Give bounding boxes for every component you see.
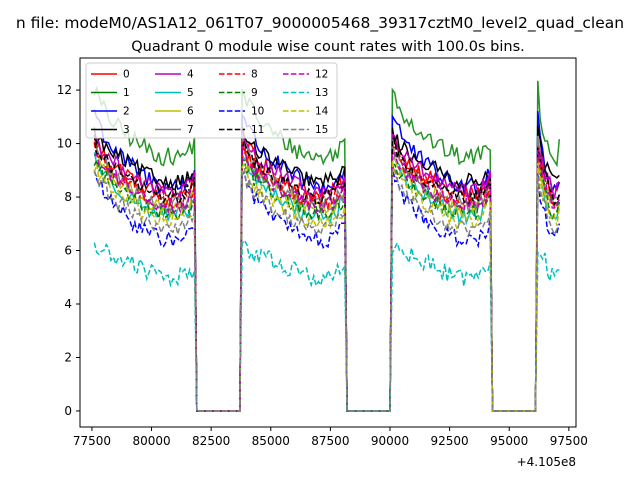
- legend-label-0: 0: [123, 69, 130, 81]
- y-tick-label: 10: [57, 137, 72, 151]
- legend-label-14: 14: [315, 106, 329, 118]
- y-tick-label: 6: [64, 244, 72, 258]
- legend-label-4: 4: [187, 69, 194, 81]
- x-tick-label: 92500: [431, 434, 469, 448]
- plot-frame: [79, 57, 577, 428]
- y-tick-label: 4: [64, 297, 72, 311]
- x-tick-label: 85000: [252, 434, 290, 448]
- y-tick-label: 12: [57, 83, 72, 97]
- legend-label-8: 8: [251, 69, 258, 81]
- legend-label-1: 1: [123, 87, 130, 99]
- y-tick-label: 0: [64, 404, 72, 418]
- series-line-4: [93, 132, 560, 412]
- y-tick-label: 2: [64, 350, 72, 364]
- x-tick-label: 97500: [550, 434, 588, 448]
- series-line-13: [93, 239, 560, 412]
- series-line-14: [93, 159, 561, 412]
- legend-label-10: 10: [251, 106, 264, 118]
- x-tick-label: 82500: [192, 434, 230, 448]
- legend-label-15: 15: [315, 124, 328, 136]
- legend-label-13: 13: [315, 87, 328, 99]
- series-line-15: [93, 167, 560, 412]
- chart-suptitle: n file: modeM0/AS1A12_061T07_9000005468_…: [16, 14, 624, 33]
- x-tick-label: 87500: [311, 434, 349, 448]
- chart-title: Quadrant 0 module wise count rates with …: [131, 39, 525, 55]
- legend-label-5: 5: [187, 87, 194, 99]
- x-tick-label: 80000: [132, 434, 170, 448]
- series-line-1: [93, 80, 561, 412]
- legend-label-12: 12: [315, 69, 328, 81]
- legend-label-9: 9: [251, 87, 258, 99]
- x-tick-label: 90000: [371, 434, 409, 448]
- series-line-11: [93, 134, 561, 412]
- legend-label-7: 7: [187, 124, 194, 136]
- series-line-10: [93, 163, 561, 412]
- y-tick-label: 8: [64, 190, 72, 204]
- x-offset-label: +4.105e8: [517, 455, 576, 469]
- legend-label-3: 3: [123, 124, 130, 136]
- legend-label-2: 2: [123, 106, 130, 118]
- series-line-12: [94, 145, 560, 412]
- legend-label-6: 6: [187, 106, 194, 118]
- x-tick-label: 77500: [73, 434, 111, 448]
- x-tick-label: 95000: [490, 434, 528, 448]
- legend-frame: [85, 62, 338, 139]
- legend-label-11: 11: [251, 124, 264, 136]
